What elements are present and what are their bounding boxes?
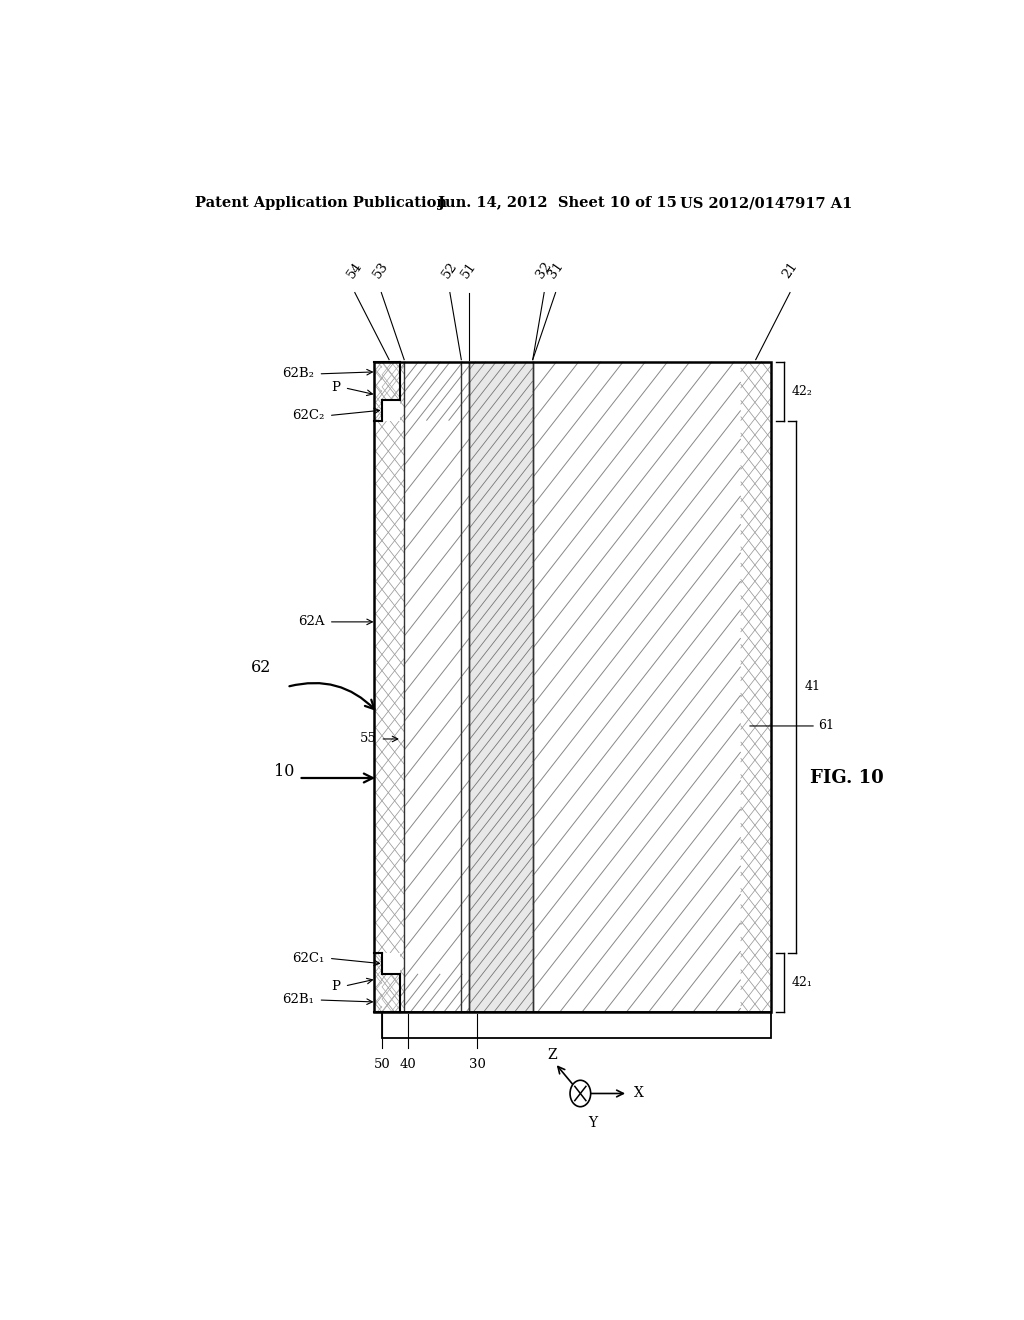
Text: 42₂: 42₂ — [792, 384, 812, 397]
Text: P: P — [332, 979, 341, 993]
Text: 62C₁: 62C₁ — [293, 952, 325, 965]
Text: Z: Z — [547, 1048, 557, 1061]
Text: 62C₂: 62C₂ — [293, 409, 325, 422]
Circle shape — [570, 1080, 591, 1106]
Text: 21: 21 — [780, 259, 800, 280]
Bar — [382, 953, 400, 974]
Text: 55: 55 — [359, 733, 377, 746]
Text: 10: 10 — [274, 763, 295, 780]
Text: 62A: 62A — [298, 615, 325, 628]
Text: 62B₁: 62B₁ — [283, 994, 314, 1006]
Text: 32: 32 — [534, 259, 554, 280]
Text: 62B₂: 62B₂ — [283, 367, 314, 380]
Text: 40: 40 — [399, 1057, 417, 1071]
Text: FIG. 10: FIG. 10 — [811, 770, 885, 787]
Text: Y: Y — [588, 1115, 597, 1130]
Text: 61: 61 — [818, 719, 835, 733]
Text: 50: 50 — [374, 1057, 390, 1071]
Text: P: P — [332, 381, 341, 395]
Bar — [469, 362, 532, 1012]
Text: 54: 54 — [345, 259, 365, 280]
Text: Jun. 14, 2012  Sheet 10 of 15: Jun. 14, 2012 Sheet 10 of 15 — [437, 195, 677, 210]
Text: 52: 52 — [439, 259, 460, 280]
Text: Patent Application Publication: Patent Application Publication — [196, 195, 447, 210]
Text: 53: 53 — [371, 259, 391, 280]
Bar — [374, 362, 771, 1012]
Text: X: X — [634, 1086, 644, 1101]
Text: 51: 51 — [459, 259, 479, 280]
Text: 30: 30 — [469, 1057, 485, 1071]
Bar — [382, 400, 400, 421]
Bar — [382, 1012, 771, 1038]
Text: 62: 62 — [251, 659, 270, 676]
Text: US 2012/0147917 A1: US 2012/0147917 A1 — [680, 195, 852, 210]
Bar — [374, 362, 771, 1012]
Text: 41: 41 — [804, 680, 820, 693]
Text: 42₁: 42₁ — [792, 977, 812, 989]
Text: 31: 31 — [546, 259, 565, 280]
